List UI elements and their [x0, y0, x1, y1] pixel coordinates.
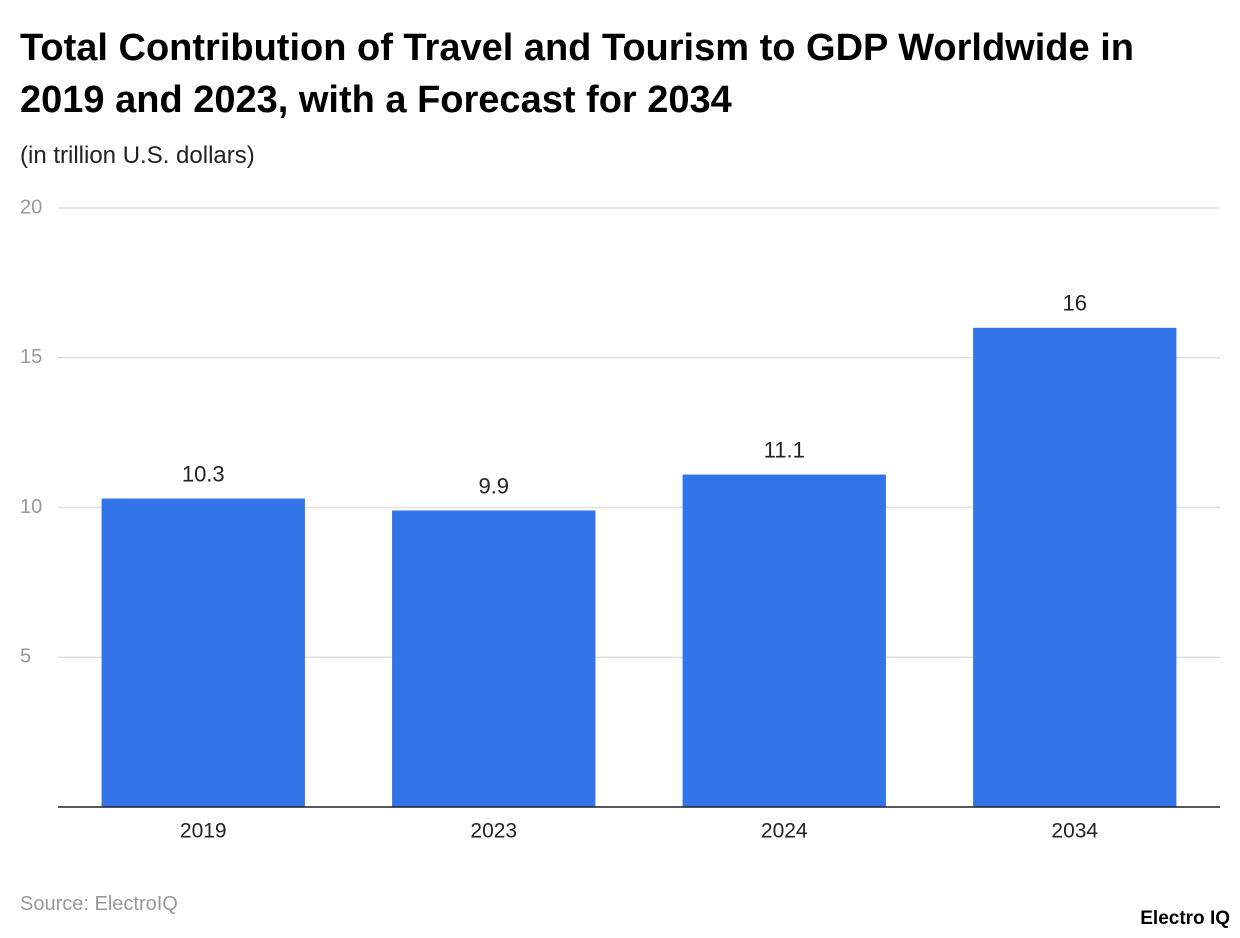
bar [973, 327, 1177, 807]
x-tick-label: 2034 [1051, 820, 1098, 843]
y-tick-label: 20 [20, 196, 42, 218]
bar [682, 474, 886, 807]
x-tick-label: 2024 [761, 820, 808, 843]
x-tick-label: 2023 [470, 820, 517, 843]
chart-title: Total Contribution of Travel and Tourism… [20, 27, 1134, 121]
y-tick-label: 5 [20, 646, 31, 668]
value-label: 16 [1063, 291, 1087, 316]
logo: Electro IQ [1140, 908, 1230, 929]
x-tick-label: 2019 [180, 820, 227, 843]
value-label: 11.1 [764, 437, 805, 462]
value-label: 9.9 [478, 473, 509, 498]
source: Source: ElectroIQ [20, 893, 178, 915]
y-tick-label: 15 [20, 346, 42, 368]
value-label: 10.3 [182, 461, 225, 486]
bar [392, 510, 596, 807]
y-tick-label: 10 [20, 496, 42, 518]
bar [101, 498, 305, 807]
chart-subtitle: (in trillion U.S. dollars) [20, 142, 255, 169]
chart: 5 10 15 20 2019 10.3 2023 9.9 2024 11.1 2034 16 [20, 196, 1220, 843]
